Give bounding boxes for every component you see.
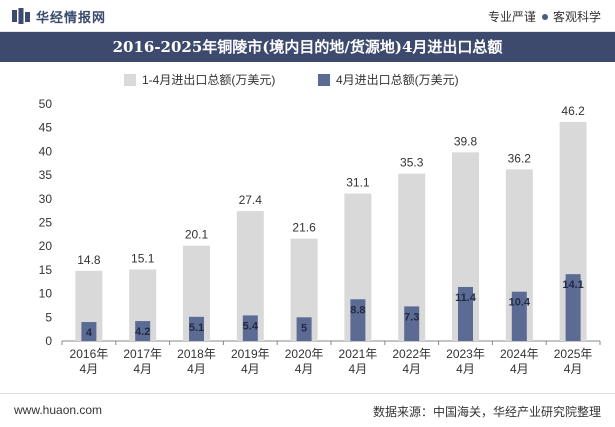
- x-tick-label: 4月: [295, 362, 314, 376]
- x-tick-label: 2024年: [500, 347, 539, 361]
- x-tick-label: 2023年: [446, 347, 485, 361]
- x-tick-label: 2017年: [123, 347, 162, 361]
- bar-april: [511, 291, 527, 341]
- y-tick-label: 25: [39, 216, 53, 230]
- data-label-april: 5.4: [243, 320, 259, 332]
- data-label-total: 14.8: [77, 253, 101, 267]
- y-tick-label: 45: [39, 121, 53, 135]
- y-tick-label: 35: [39, 168, 53, 182]
- x-tick-label: 2025年: [554, 347, 593, 361]
- tagline-right: 客观科学: [552, 10, 601, 24]
- tagline-left: 专业严谨: [487, 10, 536, 24]
- y-tick-label: 0: [45, 334, 52, 348]
- x-tick-label: 2020年: [285, 347, 324, 361]
- data-label-total: 15.1: [131, 251, 155, 265]
- bar-april: [189, 316, 204, 341]
- bar-april: [242, 315, 258, 341]
- x-tick-label: 4月: [564, 362, 583, 376]
- brand-name: 华经情报网: [36, 10, 107, 25]
- legend-swatch-total: [124, 74, 136, 86]
- x-tick-label: 2016年: [70, 347, 109, 361]
- data-label-total: 20.1: [185, 228, 209, 242]
- y-tick-label: 15: [39, 263, 53, 277]
- data-label-total: 21.6: [292, 221, 316, 235]
- data-label-total: 31.1: [346, 176, 370, 190]
- data-label-april: 14.1: [562, 279, 583, 291]
- y-tick-label: 5: [45, 310, 52, 324]
- logo-icon: [12, 8, 30, 24]
- y-tick-label: 10: [39, 287, 53, 301]
- data-label-april: 7.3: [404, 311, 419, 323]
- website-link[interactable]: www.huaon.com: [14, 403, 103, 417]
- data-label-april: 4: [86, 327, 93, 339]
- chart-title: 2016-2025年铜陵市(境内目的地/货源地)4月进出口总额: [112, 38, 503, 56]
- x-tick-label: 4月: [80, 362, 99, 376]
- data-label-total: 36.2: [508, 151, 532, 165]
- y-tick-label: 40: [39, 144, 53, 158]
- data-label-april: 11.4: [455, 292, 477, 304]
- legend-label-april: 4月进出口总额(万美元): [336, 73, 459, 87]
- footer: www.huaon.com 数据来源：中国海关，华经产业研究院整理: [0, 393, 615, 427]
- y-tick-label: 20: [39, 239, 53, 253]
- y-tick-label: 50: [39, 97, 53, 111]
- bar-april: [565, 274, 581, 341]
- bar-april: [296, 317, 312, 341]
- bar-april: [350, 299, 366, 341]
- x-tick-label: 4月: [456, 362, 475, 376]
- x-tick-label: 4月: [349, 362, 368, 376]
- bar-chart: 1-4月进出口总额(万美元) 4月进出口总额(万美元) 0 5 10 15 20 25 30 35…: [39, 73, 601, 376]
- x-tick-label: 2022年: [392, 347, 431, 361]
- x-tick-label: 2019年: [231, 347, 270, 361]
- x-tick-label: 2021年: [339, 347, 378, 361]
- bar-april: [404, 306, 420, 341]
- data-label-april: 8.8: [350, 304, 365, 316]
- x-tick-label: 2018年: [177, 347, 216, 361]
- legend-label-total: 1-4月进出口总额(万美元): [142, 73, 275, 87]
- data-label-april: 4.2: [135, 326, 150, 338]
- x-tick-label: 4月: [402, 362, 421, 376]
- data-label-april: 10.4: [509, 297, 531, 309]
- data-label-total: 35.3: [400, 156, 424, 170]
- data-source: 数据来源：中国海关，华经产业研究院整理: [372, 405, 601, 419]
- x-tick-label: 4月: [241, 362, 260, 376]
- tagline: 专业严谨 客观科学: [488, 8, 601, 25]
- y-tick-label: 30: [39, 192, 53, 206]
- top-bar: 华经情报网 专业严谨 客观科学: [0, 0, 615, 32]
- bar-april: [81, 322, 97, 341]
- x-tick-label: 4月: [510, 362, 529, 376]
- title-bar: 2016-2025年铜陵市(境内目的地/货源地)4月进出口总额: [0, 32, 615, 62]
- data-label-april: 5: [301, 322, 307, 334]
- bar-april: [135, 321, 151, 341]
- x-tick-label: 4月: [187, 362, 206, 376]
- legend-swatch-april: [318, 74, 330, 86]
- bar-april: [458, 286, 473, 341]
- x-tick-label: 4月: [133, 362, 152, 376]
- data-label-total: 46.2: [561, 104, 585, 118]
- data-label-total: 39.8: [454, 134, 478, 148]
- dot-separator-icon: [541, 14, 548, 21]
- data-label-total: 27.4: [239, 193, 263, 207]
- data-label-april: 5.1: [189, 322, 204, 334]
